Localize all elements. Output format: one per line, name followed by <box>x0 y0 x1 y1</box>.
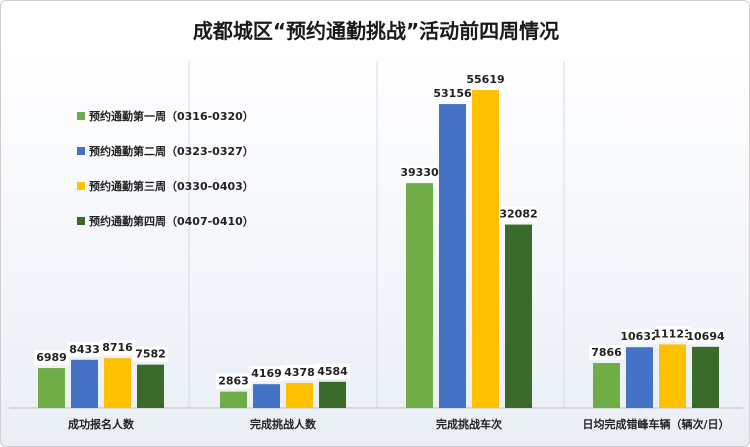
value-label-bg-1-2 <box>282 364 317 380</box>
gridlines <box>9 61 743 409</box>
value-label-bg-1-0 <box>216 373 251 389</box>
value-label-2-1: 53156 <box>433 87 472 100</box>
category-label-0: 成功报名人数 <box>68 417 135 431</box>
value-label-2-3: 32082 <box>499 208 537 221</box>
value-label-bg-0-2 <box>100 340 135 356</box>
value-label-bg-1-1 <box>249 366 284 382</box>
value-label-2-0: 39330 <box>400 166 439 179</box>
value-label-bg-1-3 <box>315 363 350 379</box>
category-label-3: 日均完成错峰车辆（辆次/日） <box>582 417 729 431</box>
value-label-3-3: 10694 <box>686 330 725 343</box>
bar-2-2 <box>472 90 499 408</box>
value-label-0-0: 6989 <box>36 351 67 364</box>
bar-2-3 <box>505 224 532 408</box>
bar-2-0 <box>406 183 433 408</box>
bar-3-2 <box>659 344 686 408</box>
category-label-1: 完成挑战人数 <box>250 417 317 431</box>
value-label-3-2: 11123 <box>653 327 691 340</box>
value-label-1-0: 2863 <box>218 375 249 388</box>
bar-2-1 <box>439 104 466 409</box>
value-label-bg-3-1 <box>622 329 657 345</box>
bar-1-1 <box>253 384 280 408</box>
value-label-bg-2-0 <box>402 165 437 181</box>
bar-1-2 <box>286 382 313 408</box>
value-label-bg-0-3 <box>133 346 168 362</box>
bar-1-0 <box>220 391 247 408</box>
value-label-3-1: 10632 <box>620 330 658 343</box>
legend: 预约通勤第一周（0316-0320） 预约通勤第二周（0323-0327） 预约通勤… <box>77 109 254 228</box>
category-labels: 成功报名人数 完成挑战人数 完成挑战车次 日均完成错峰车辆（辆次/日） <box>68 417 730 431</box>
bars <box>38 90 719 409</box>
legend-swatch-0 <box>77 112 85 120</box>
legend-label-0: 预约通勤第一周（0316-0320） <box>89 109 254 123</box>
category-label-2: 完成挑战车次 <box>436 417 502 431</box>
value-label-0-3: 7582 <box>135 348 166 361</box>
legend-label-1: 预约通勤第二周（0323-0327） <box>89 144 254 158</box>
legend-swatch-1 <box>77 147 85 155</box>
bar-0-2 <box>104 358 131 408</box>
bar-0-0 <box>38 368 65 408</box>
legend-swatch-2 <box>77 182 85 190</box>
value-label-1-3: 4584 <box>317 365 348 378</box>
bar-3-3 <box>692 346 719 408</box>
value-label-bg-0-1 <box>67 341 102 357</box>
bar-0-1 <box>71 359 98 408</box>
value-label-0-1: 8433 <box>69 343 100 356</box>
value-label-bg-3-0 <box>589 345 624 361</box>
value-label-bg-2-3 <box>501 206 536 222</box>
value-label-2-2: 55619 <box>466 73 504 86</box>
value-label-1-1: 4169 <box>251 367 282 380</box>
value-label-3-0: 7866 <box>591 346 622 359</box>
bar-3-1 <box>626 347 653 408</box>
chart-title: 成都城区“预约通勤挑战”活动前四周情况 <box>192 19 560 43</box>
value-label-bg-3-3 <box>688 328 723 344</box>
value-label-1-2: 4378 <box>284 366 315 379</box>
bar-3-0 <box>593 363 620 408</box>
bar-1-3 <box>319 381 346 408</box>
value-label-bg-3-2 <box>655 326 690 342</box>
bar-0-3 <box>137 364 164 408</box>
value-label-bg-2-1 <box>435 86 470 102</box>
legend-label-3: 预约通勤第四周（0407-0410） <box>89 214 254 228</box>
value-label-0-2: 8716 <box>102 341 133 354</box>
value-label-bg-0-0 <box>34 350 69 366</box>
value-label-bg-2-2 <box>468 72 503 87</box>
legend-label-2: 预约通勤第三周（0330-0403） <box>89 179 254 193</box>
legend-swatch-3 <box>77 217 85 225</box>
